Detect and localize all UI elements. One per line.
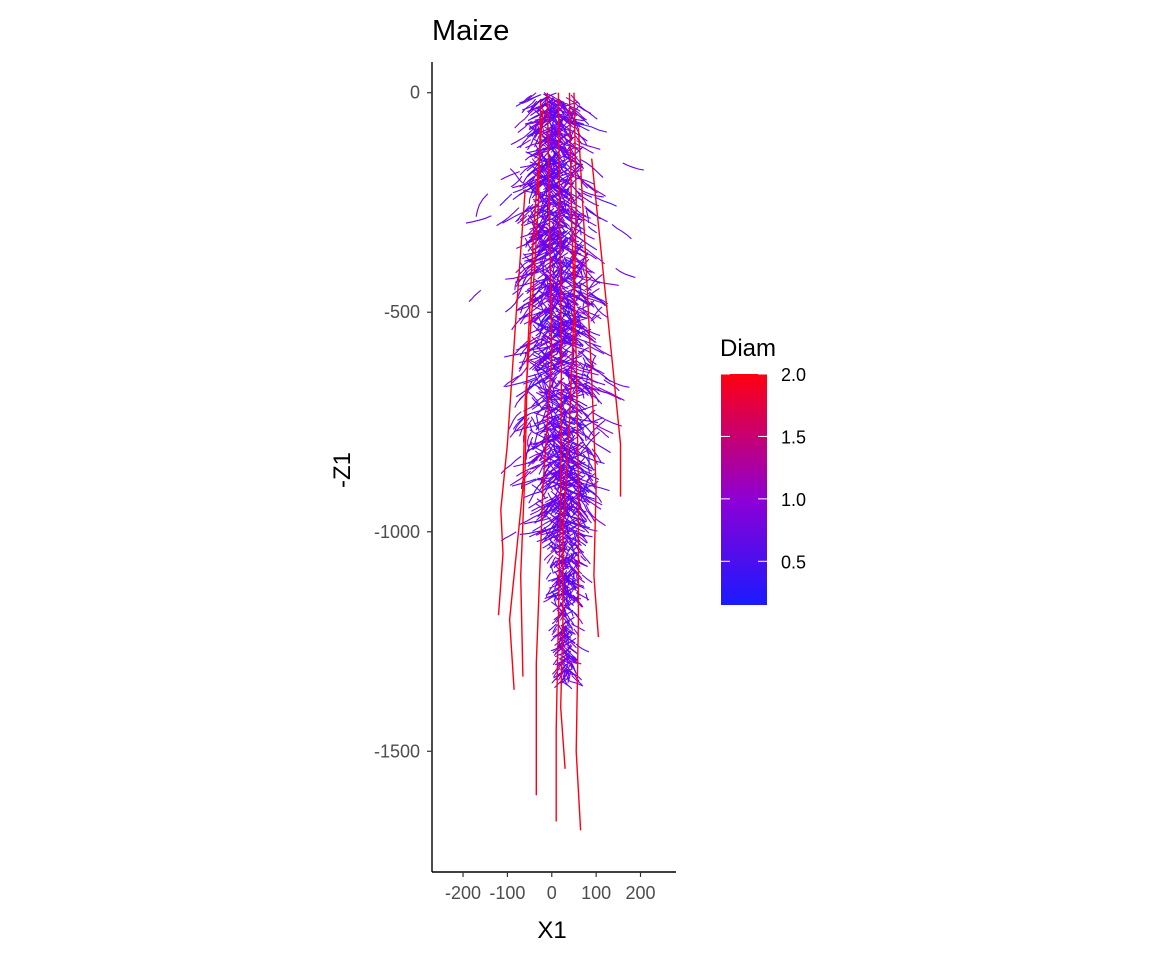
legend-break-label: 1.5 [781,427,806,447]
lateral-roots-layer [466,93,644,689]
legend-break-label: 0.5 [781,552,806,572]
lateral-root [583,193,592,197]
y-tick-label: 0 [410,83,420,103]
primary-root [592,159,621,497]
x-tick-label: 0 [547,883,557,903]
lateral-root [616,268,636,277]
y-tick-label: -500 [384,302,420,322]
x-axis-title: X1 [537,917,566,944]
y-tick-label: -1500 [374,741,420,761]
lateral-root [593,345,611,356]
lateral-root [511,169,523,183]
lateral-root [589,227,597,233]
lateral-root [469,290,481,301]
lateral-root [500,194,511,205]
lateral-root [501,532,516,541]
lateral-root [577,576,578,583]
lateral-root [466,216,492,223]
lateral-root [576,123,607,132]
legend-break-label: 1.0 [781,490,806,510]
lateral-root [552,674,560,683]
lateral-root [497,208,519,226]
lateral-root [599,388,624,401]
lateral-root [623,163,644,170]
legend-break-label: 2.0 [781,365,806,385]
y-axis-ticks: 0 -500 -1000 -1500 [374,83,432,762]
chart-title: Maize [432,15,509,47]
x-tick-label: -200 [445,883,481,903]
legend-colorbar [721,374,767,605]
lateral-root [595,197,616,206]
x-tick-label: -100 [489,883,525,903]
lateral-root [510,418,524,437]
lateral-root [512,177,522,187]
lateral-root [476,194,488,217]
plot-area [466,93,644,831]
x-tick-label: 100 [581,883,611,903]
lateral-root [551,567,553,574]
lateral-root [547,556,553,564]
x-tick-label: 200 [625,883,655,903]
lateral-root [579,351,597,364]
lateral-root [547,573,551,579]
legend-title: Diam [720,335,776,362]
y-tick-label: -1000 [374,522,420,542]
lateral-root [612,224,631,238]
x-axis-ticks: -200 -100 0 100 200 [445,872,655,903]
color-legend: Diam 2.0 1.5 1.0 0.5 [720,335,806,605]
y-axis-title: -Z1 [329,452,356,488]
